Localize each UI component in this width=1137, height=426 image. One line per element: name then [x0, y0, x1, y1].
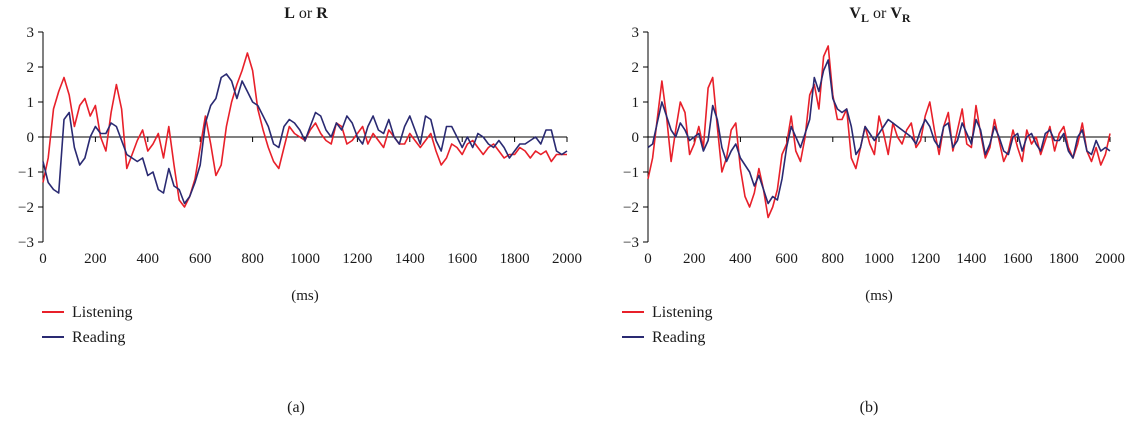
legend-label-listening: Listening	[72, 304, 132, 321]
y-tick-label: 3	[27, 25, 35, 41]
y-tick-label: −3	[623, 235, 639, 251]
x-tick-label: 1400	[956, 251, 986, 267]
x-tick-label: 0	[39, 251, 47, 267]
y-tick-label: 3	[632, 25, 640, 41]
legend-label-reading: Reading	[652, 329, 705, 346]
x-tick-label: 1400	[395, 251, 425, 267]
x-axis-label: (ms)	[291, 288, 319, 304]
x-axis-label: (ms)	[865, 288, 893, 304]
x-tick-label: 200	[84, 251, 107, 267]
y-tick-label: 0	[27, 130, 35, 146]
x-tick-label: 400	[137, 251, 160, 267]
y-tick-label: 2	[632, 60, 640, 76]
x-tick-label: 2000	[552, 251, 582, 267]
y-tick-label: −1	[18, 165, 34, 181]
x-tick-label: 1000	[290, 251, 320, 267]
x-tick-label: 1800	[500, 251, 530, 267]
x-tick-label: 600	[775, 251, 798, 267]
series-line-reading	[42, 73, 568, 205]
x-tick-label: 2000	[1095, 251, 1125, 267]
chart-title: VL or VR	[849, 5, 910, 25]
y-tick-label: 0	[632, 130, 640, 146]
y-tick-label: −3	[18, 235, 34, 251]
x-tick-label: 600	[189, 251, 212, 267]
panel-label: (b)	[860, 399, 879, 416]
y-tick-label: 1	[632, 95, 640, 111]
x-tick-label: 800	[822, 251, 845, 267]
y-tick-label: −1	[623, 165, 639, 181]
legend-label-listening: Listening	[652, 304, 712, 321]
x-tick-label: 1000	[864, 251, 894, 267]
x-tick-label: 1200	[910, 251, 940, 267]
legend-label-reading: Reading	[72, 329, 125, 346]
y-tick-label: 2	[27, 60, 35, 76]
x-tick-label: 0	[644, 251, 652, 267]
x-tick-label: 400	[729, 251, 752, 267]
panel-label: (a)	[287, 399, 305, 416]
x-tick-label: 800	[241, 251, 264, 267]
x-tick-label: 1800	[1049, 251, 1079, 267]
x-tick-label: 200	[683, 251, 706, 267]
y-tick-label: −2	[623, 200, 639, 216]
x-tick-label: 1600	[447, 251, 477, 267]
x-tick-label: 1600	[1003, 251, 1033, 267]
x-tick-label: 1200	[342, 251, 372, 267]
chart-panel-a: 3 2 1 0 −1 −2 −3 0 200 400 600 800 1000 1200 1400 1600 1…	[18, 5, 582, 416]
y-tick-label: 1	[27, 95, 35, 111]
chart-title: L or R	[284, 5, 328, 22]
series-line-listening	[42, 52, 567, 208]
y-tick-label: −2	[18, 200, 34, 216]
series-line-reading	[647, 59, 1111, 205]
chart-panel-b: 3 2 1 0 −1 −2 −3 0 200 400 600 800 1000 1200 1400 1600 1…	[622, 5, 1125, 416]
series-line-listening	[647, 45, 1111, 219]
